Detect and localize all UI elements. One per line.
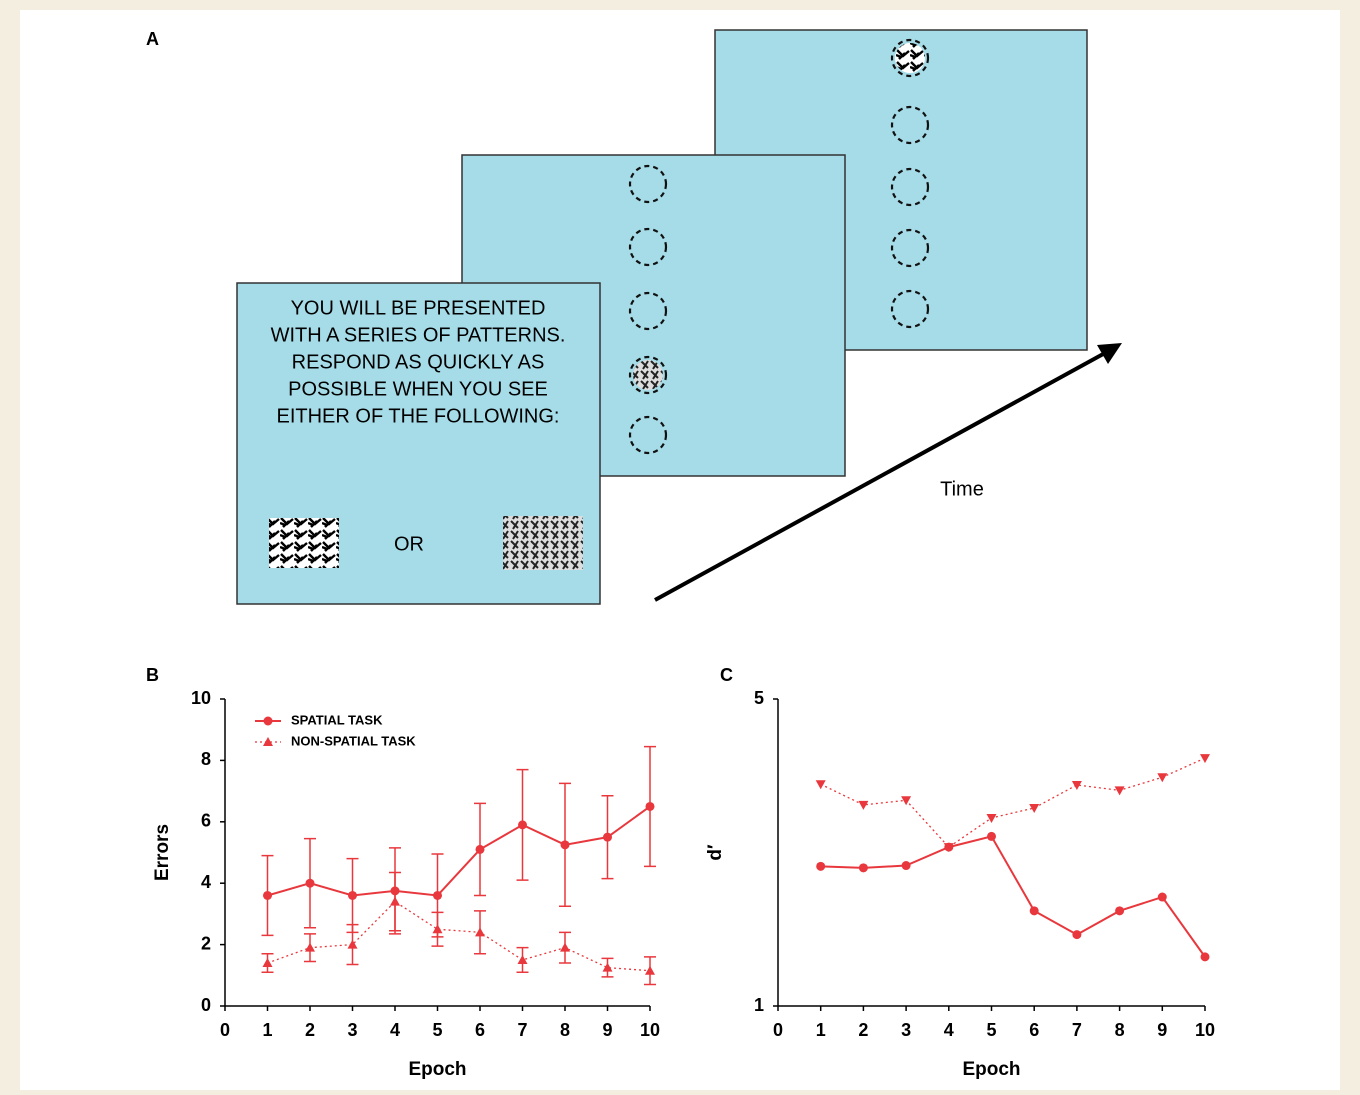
x-tick-label: 4 (390, 1020, 400, 1040)
data-point (816, 862, 825, 871)
x-tick-label: 8 (1115, 1020, 1125, 1040)
x-tick-label: 4 (944, 1020, 954, 1040)
data-point (348, 891, 357, 900)
data-point (476, 845, 485, 854)
arrow-label: Time (940, 478, 984, 500)
data-point (1030, 906, 1039, 915)
y-tick-label: 2 (201, 933, 211, 953)
data-point (603, 833, 612, 842)
legend-label: SPATIAL TASK (291, 712, 383, 727)
panel-label: C (720, 665, 733, 685)
x-tick-label: 6 (1029, 1020, 1039, 1040)
panel-label: A (146, 29, 159, 49)
instructions: YOU WILL BE PRESENTED WITH A SERIES OF PA… (271, 297, 566, 427)
instruction-line: POSSIBLE WHEN YOU SEE (288, 378, 548, 400)
y-tick-label: 0 (201, 995, 211, 1015)
x-tick-label: 10 (1195, 1020, 1215, 1040)
data-point (987, 832, 996, 841)
data-point (306, 879, 315, 888)
pattern-image (269, 518, 339, 568)
x-tick-label: 10 (640, 1020, 660, 1040)
y-tick-label: 8 (201, 749, 211, 769)
x-axis-label: Epoch (408, 1059, 466, 1080)
x-tick-label: 8 (560, 1020, 570, 1040)
instruction-line: EITHER OF THE FOLLOWING: (277, 405, 560, 427)
data-point (859, 863, 868, 872)
y-tick-label: 10 (191, 688, 211, 708)
x-tick-label: 2 (305, 1020, 315, 1040)
x-tick-label: 0 (773, 1020, 783, 1040)
data-point (561, 840, 570, 849)
figure: A YOU WILL BE PRESENTED WITH A SERIES OF … (0, 0, 1360, 1090)
data-point (1158, 893, 1167, 902)
x-axis-label: Epoch (962, 1059, 1020, 1080)
data-point (1072, 930, 1081, 939)
pattern-image (503, 516, 583, 570)
data-point (433, 891, 442, 900)
x-tick-label: 7 (1072, 1020, 1082, 1040)
instruction-line: YOU WILL BE PRESENTED (291, 297, 546, 319)
data-point (263, 891, 272, 900)
x-tick-label: 9 (1157, 1020, 1167, 1040)
y-tick-label: 4 (201, 872, 211, 892)
instruction-line: WITH A SERIES OF PATTERNS. (271, 324, 566, 346)
data-point (646, 802, 655, 811)
legend-label: NON-SPATIAL TASK (291, 733, 416, 748)
or-text: OR (394, 533, 424, 555)
y-tick-label: 5 (754, 688, 764, 708)
panel-label: B (146, 665, 159, 685)
data-point (1115, 906, 1124, 915)
data-point (518, 820, 527, 829)
legend-marker (264, 717, 273, 726)
x-tick-label: 5 (432, 1020, 442, 1040)
x-tick-label: 7 (517, 1020, 527, 1040)
data-point (902, 861, 911, 870)
page: A YOU WILL BE PRESENTED WITH A SERIES OF … (0, 0, 1360, 1095)
x-tick-label: 1 (816, 1020, 826, 1040)
data-point (1201, 952, 1210, 961)
x-tick-label: 3 (347, 1020, 357, 1040)
x-tick-label: 0 (220, 1020, 230, 1040)
instruction-line: RESPOND AS QUICKLY AS (292, 351, 545, 373)
y-tick-label: 6 (201, 811, 211, 831)
y-axis-label: Errors (152, 824, 173, 881)
x-tick-label: 1 (262, 1020, 272, 1040)
x-tick-label: 5 (986, 1020, 996, 1040)
x-tick-label: 3 (901, 1020, 911, 1040)
y-axis-label: d′ (705, 844, 726, 861)
x-tick-label: 9 (602, 1020, 612, 1040)
x-tick-label: 2 (858, 1020, 868, 1040)
x-tick-label: 6 (475, 1020, 485, 1040)
y-tick-label: 1 (754, 995, 764, 1015)
